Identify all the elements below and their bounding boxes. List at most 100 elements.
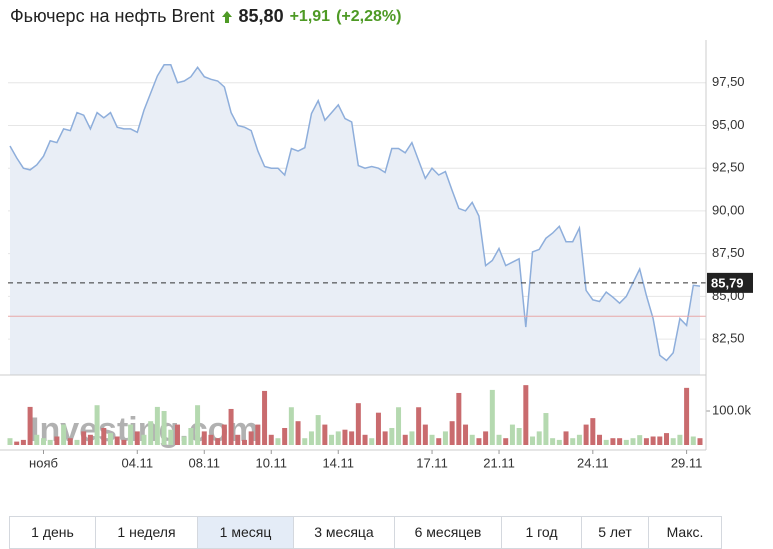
price: 85,80 bbox=[238, 6, 284, 26]
range-button[interactable]: 3 месяца bbox=[293, 516, 395, 549]
volume-bar bbox=[509, 424, 515, 445]
volume-bar bbox=[429, 434, 435, 445]
volume-bar bbox=[295, 421, 301, 445]
volume-bar bbox=[302, 438, 308, 445]
volume-bar bbox=[396, 407, 402, 445]
x-tick-label: 14.11 bbox=[322, 455, 354, 470]
volume-bar bbox=[523, 385, 529, 445]
volume-bar bbox=[201, 431, 207, 445]
volume-bar bbox=[650, 436, 656, 445]
volume-bar bbox=[476, 438, 482, 445]
range-button[interactable]: 5 лет bbox=[581, 516, 649, 549]
volume-bar bbox=[288, 407, 294, 445]
range-button[interactable]: 1 день bbox=[9, 516, 96, 549]
volume-bar bbox=[362, 434, 368, 445]
volume-bar bbox=[101, 427, 107, 445]
volume-bar bbox=[375, 412, 381, 445]
volume-bar bbox=[61, 424, 67, 445]
volume-bar bbox=[241, 439, 247, 445]
volume-bar bbox=[107, 433, 113, 445]
volume-bar bbox=[74, 439, 80, 445]
volume-bar bbox=[121, 439, 127, 445]
volume-bar bbox=[342, 429, 348, 445]
volume-bar bbox=[315, 415, 321, 445]
change: +1,91 bbox=[289, 7, 331, 25]
volume-bar bbox=[463, 424, 469, 445]
volume-bar bbox=[456, 392, 462, 445]
y-tick-label: 95,00 bbox=[712, 117, 745, 132]
volume-bar bbox=[221, 424, 227, 445]
volume-bar bbox=[81, 431, 87, 445]
volume-bar bbox=[637, 435, 643, 445]
volume-bar bbox=[690, 436, 696, 445]
volume-bar bbox=[442, 431, 448, 445]
volume-bar bbox=[275, 438, 281, 445]
volume-bar bbox=[14, 441, 20, 445]
volume-bar bbox=[148, 421, 154, 445]
x-tick-label: 04.11 bbox=[121, 455, 153, 470]
volume-bar bbox=[382, 431, 388, 445]
volume-bar bbox=[114, 436, 120, 445]
volume-bar bbox=[590, 418, 596, 445]
volume-bar bbox=[550, 438, 556, 445]
volume-bar bbox=[409, 431, 415, 445]
x-tick-label: 29.11 bbox=[671, 455, 703, 470]
volume-bar bbox=[349, 431, 355, 445]
x-tick-label: 10.11 bbox=[255, 455, 287, 470]
volume-bar bbox=[670, 438, 676, 445]
y-tick-label: 90,00 bbox=[712, 202, 745, 217]
range-button[interactable]: 1 месяц bbox=[197, 516, 294, 549]
volume-bar bbox=[469, 434, 475, 445]
x-tick-label: нояб bbox=[29, 455, 58, 470]
volume-bar bbox=[516, 427, 522, 445]
volume-bar bbox=[128, 424, 134, 445]
volume-bar bbox=[181, 436, 187, 445]
volume-bar bbox=[20, 439, 26, 445]
range-button[interactable]: 6 месяцев bbox=[394, 516, 502, 549]
volume-bar bbox=[67, 438, 73, 445]
y-tick-label: 92,50 bbox=[712, 160, 745, 175]
volume-bar bbox=[677, 434, 683, 445]
range-button[interactable]: 1 год bbox=[501, 516, 582, 549]
last-value-label: 85,79 bbox=[711, 275, 744, 290]
volume-bar bbox=[664, 433, 670, 445]
volume-tick-label: 100.0k bbox=[712, 402, 752, 417]
range-button[interactable]: Макс. bbox=[648, 516, 722, 549]
volume-bar bbox=[34, 434, 40, 445]
x-tick-label: 24.11 bbox=[577, 455, 609, 470]
volume-bar bbox=[436, 438, 442, 445]
volume-bar bbox=[422, 424, 428, 445]
volume-bar bbox=[543, 413, 549, 445]
volume-bar bbox=[7, 438, 13, 445]
volume-bar bbox=[174, 424, 180, 445]
volume-bar bbox=[268, 434, 274, 445]
volume-bar bbox=[94, 405, 100, 445]
volume-bar bbox=[47, 439, 53, 445]
volume-bar bbox=[188, 427, 194, 445]
volume-bar bbox=[496, 434, 502, 445]
volume-bar bbox=[583, 424, 589, 445]
volume-bar bbox=[610, 438, 616, 445]
range-button[interactable]: 1 неделя bbox=[95, 516, 198, 549]
volume-bar bbox=[248, 431, 254, 445]
volume-bar bbox=[563, 431, 569, 445]
volume-bar bbox=[87, 434, 93, 445]
volume-bar bbox=[697, 438, 703, 445]
volume-bar bbox=[369, 438, 375, 445]
volume-bar bbox=[643, 438, 649, 445]
price-line bbox=[9, 64, 701, 362]
volume-bar bbox=[402, 434, 408, 445]
volume-bar bbox=[503, 438, 509, 445]
y-tick-label: 82,50 bbox=[712, 331, 745, 346]
volume-bar bbox=[355, 403, 361, 445]
volume-bar bbox=[389, 427, 395, 445]
x-tick-label: 08.11 bbox=[188, 455, 220, 470]
title: Фьючерс на нефть Brent bbox=[10, 6, 215, 26]
volume-bar bbox=[308, 431, 314, 445]
y-tick-label: 97,50 bbox=[712, 74, 745, 89]
volume-bar bbox=[141, 434, 147, 445]
volume-bar bbox=[483, 431, 489, 445]
volume-bar bbox=[228, 408, 234, 445]
volume-bar bbox=[623, 439, 629, 445]
